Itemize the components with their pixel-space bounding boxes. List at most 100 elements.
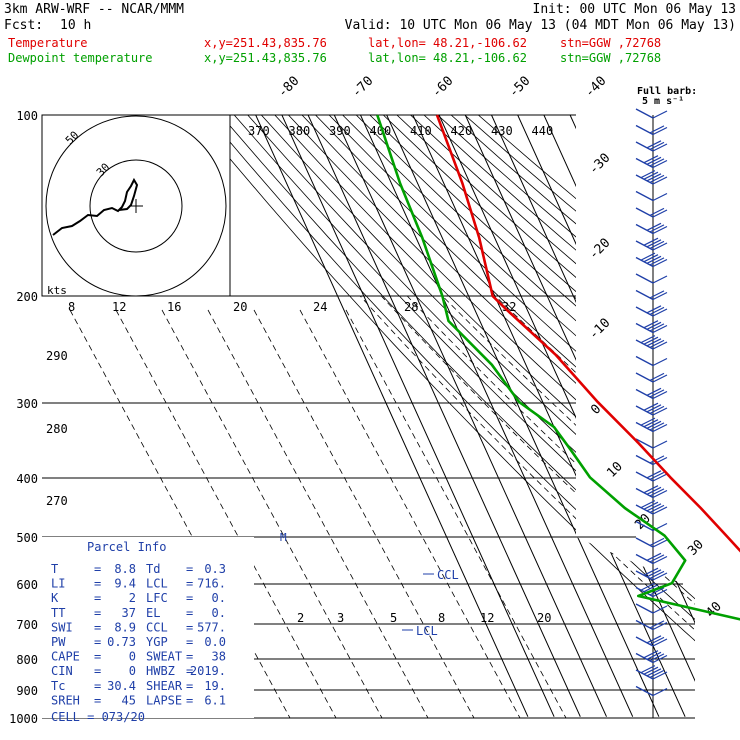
ccl-label: CCL (437, 568, 459, 582)
wind-barb-feather (640, 335, 656, 344)
isotherm (412, 115, 686, 717)
wind-barb (635, 603, 654, 614)
fcst-label: Fcst: (4, 18, 43, 33)
wind-barb-feather (649, 455, 665, 464)
wind-barb-feather (652, 275, 668, 284)
wind-barb-feather (652, 324, 668, 334)
dry-adiabat (342, 115, 695, 718)
theta-label: 370 (248, 124, 270, 138)
parcel-info-cell: 0 (129, 664, 136, 678)
mixing-ratio-label: 8 (68, 300, 75, 314)
wind-barb-feather (652, 192, 668, 202)
parcel-info-cell: 0.3 (204, 562, 226, 576)
theta-label: 430 (491, 124, 513, 138)
wind-barb-feather (643, 419, 659, 428)
legend-temperature-latlon: lat,lon= 48.21,-106.62 (368, 36, 527, 50)
parcel-info-cell: = (94, 664, 101, 678)
parcel-info-cell: SWEAT (146, 650, 182, 664)
wind-barb-feather (646, 404, 662, 413)
wind-barb-feather (652, 291, 668, 301)
wind-profile (635, 108, 668, 718)
p-label: 500 (16, 531, 38, 545)
wind-barb-feather (643, 666, 659, 675)
isotherm (255, 115, 529, 717)
parcel-info-cell: HWBZ (146, 664, 175, 678)
fcst-value: 10 h (60, 18, 91, 33)
mixing-ratio-label: 32 (502, 300, 516, 314)
dry-adiabat (261, 115, 695, 718)
parcel-info-cell: = (186, 664, 193, 678)
parcel-info-cell: PW (51, 635, 66, 649)
parcel-info-cell: 0.0 (204, 635, 226, 649)
wind-barb-feather (652, 687, 668, 697)
wind-barb-feather (643, 155, 659, 164)
wind-barb-feather (649, 653, 665, 662)
parcel-info-cell: = (186, 650, 193, 664)
wind-barb-feather (649, 125, 665, 134)
wind-barb-feather (646, 140, 662, 149)
parcel-info-cell: 0. (212, 591, 226, 605)
parcel-info-cell: = (94, 591, 101, 605)
wind-barb (635, 108, 654, 119)
isotherm (543, 115, 695, 717)
valid-time: Valid: 10 UTC Mon 06 May 13 (04 MDT Mon … (345, 18, 736, 33)
dry-adiabat (247, 115, 695, 718)
wind-barb-feather (652, 671, 668, 680)
wind-barb-feather (652, 176, 668, 185)
theta-label: 390 (329, 124, 351, 138)
wind-barb-feather (652, 506, 668, 515)
wind-barb-feather (646, 552, 662, 561)
parcel-info-box (42, 537, 254, 718)
wind-barb-feather (652, 110, 668, 119)
isotherm-label: 30 (685, 537, 707, 559)
mixing-ratio-label: 28 (404, 300, 418, 314)
hodo-lower-guide (299, 309, 521, 718)
sounding-traces (376, 114, 740, 621)
p-label: 200 (16, 290, 38, 304)
wind-barb-feather (649, 141, 665, 150)
dry-adiabat (288, 115, 695, 718)
parcel-info-cell: 45 (122, 693, 136, 707)
wind-barb-feather (652, 374, 668, 383)
parcel-info-cell: = (186, 606, 193, 620)
lcl-label: LCL (416, 624, 438, 638)
isotherm (386, 115, 660, 717)
p-label: 900 (16, 684, 38, 698)
wind-barb-feather (643, 336, 659, 345)
parcel-info-cell: T (51, 562, 58, 576)
isotherm-label: -40 (582, 74, 609, 101)
wind-barb-feather (649, 158, 665, 167)
parcel-info-cell: SREH (51, 693, 80, 707)
dry-adiabat (315, 115, 695, 718)
theta-label: 440 (532, 124, 554, 138)
wind-barb-feather (652, 390, 668, 400)
parcel-info-cell: = (186, 635, 193, 649)
hodograph: 50 30 kts (41, 114, 231, 297)
moist-adiabat (407, 295, 695, 717)
wind-barb-feather (652, 489, 668, 499)
wind-barb-feather (649, 636, 665, 645)
mixing-ratio-label: 5 (390, 611, 397, 625)
isotherm-label: 10 (604, 459, 626, 481)
wind-barb-feather (640, 252, 656, 261)
isotherm-label: -80 (275, 74, 302, 101)
parcel-info-cell: 8.8 (114, 562, 136, 576)
wind-barb (635, 355, 654, 367)
legend-dewpoint: Dewpoint temperature (8, 51, 153, 65)
parcel-info-cell: = (94, 650, 101, 664)
parcel-info-cell: TT (51, 606, 65, 620)
wind-barb-feather (652, 456, 668, 466)
hodo-lower-guide (161, 309, 383, 718)
wind-barb-feather (646, 222, 662, 231)
parcel-info-cell: EL (146, 606, 160, 620)
isotherm-label: -30 (586, 151, 613, 178)
dry-adiabat (274, 115, 695, 718)
wind-barb-feather (652, 126, 668, 136)
parcel-info-cell: 19. (204, 679, 226, 693)
wind-barb-feather (646, 173, 662, 182)
wind-barb-feather (652, 242, 668, 251)
wind-barb (635, 190, 654, 202)
parcel-info-cell: CCL (146, 620, 168, 634)
mixing-ratio-label: 3 (337, 611, 344, 625)
theta-label: 400 (370, 124, 392, 138)
